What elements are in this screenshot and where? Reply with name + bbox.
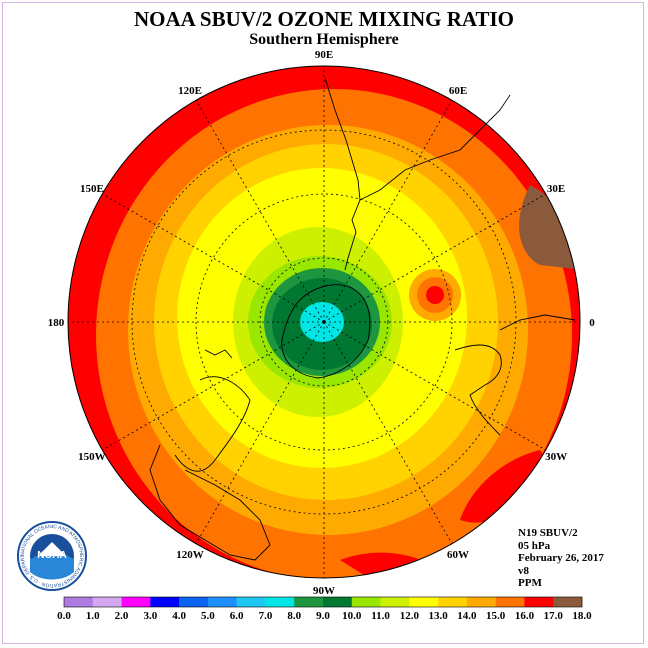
australia-outline (149, 444, 271, 561)
africa-south-coast (454, 344, 502, 436)
units-label: PPM (518, 577, 542, 589)
version-label: v8 (518, 564, 529, 577)
page-title: NOAA SBUV/2 OZONE MIXING RATIO (134, 7, 514, 31)
logo-wave (30, 552, 74, 580)
region-17-south (340, 552, 440, 578)
longitude-label: 150W (78, 451, 106, 463)
page-subtitle: Southern Hemisphere (249, 31, 399, 48)
longitude-label: 0 (589, 317, 595, 329)
logo-text: NOAA (37, 550, 66, 561)
satellite-label: N19 SBUV/2 (518, 527, 578, 539)
longitude-label: 120W (176, 549, 204, 561)
africa-southwest-coast (499, 314, 576, 331)
pressure-label: 05 hPa (518, 539, 551, 552)
noaa-logo: NATIONAL OCEANIC AND ATMOSPHERIC ADMINIS… (16, 520, 87, 591)
longitude-label: 60E (449, 85, 467, 97)
longitude-label: 150E (80, 183, 104, 195)
longitude-label: 90W (313, 585, 335, 597)
new-zealand-outline (174, 376, 251, 472)
south-america-east-coast (359, 94, 511, 201)
region-18 (519, 185, 580, 270)
globe-outline (67, 65, 581, 579)
longitude-label: 30E (547, 183, 565, 195)
date-label: February 26, 2017 (518, 552, 604, 564)
ross-sea-outline (204, 349, 233, 359)
longitude-label: 90E (315, 49, 333, 61)
longitude-label: 180 (48, 317, 65, 329)
longitude-labels: 90W 60W 120W 30W 150W 0 180 30E 150E 60E 120E 90E (48, 49, 596, 597)
longitude-label: 30W (545, 451, 567, 463)
longitude-label: 120E (178, 85, 202, 97)
logo-gull (38, 542, 66, 556)
longitude-label: 60W (447, 549, 469, 561)
antarctica-outline (281, 284, 371, 379)
coastlines (149, 77, 576, 561)
info-panel: N19 SBUV/2 05 hPa February 26, 2017 v8 P… (518, 527, 604, 590)
cell-ring-17 (426, 286, 444, 304)
